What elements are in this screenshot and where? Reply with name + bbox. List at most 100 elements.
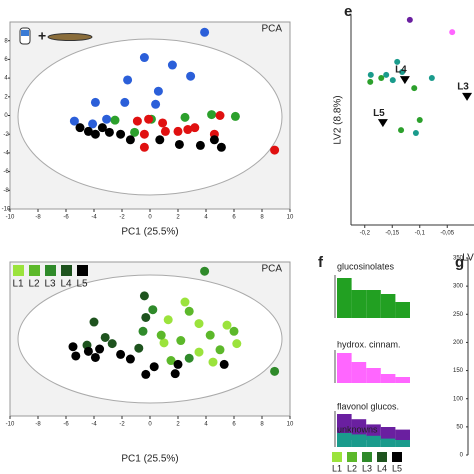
legend-label: L2 bbox=[347, 463, 357, 473]
point bbox=[110, 115, 120, 125]
point bbox=[125, 135, 135, 145]
point bbox=[104, 127, 114, 137]
bar bbox=[380, 427, 396, 440]
point bbox=[144, 114, 154, 124]
panel-label: f bbox=[318, 254, 324, 271]
panel-label: g bbox=[455, 254, 464, 271]
bar bbox=[366, 368, 381, 383]
bar bbox=[337, 353, 352, 383]
point bbox=[205, 330, 215, 340]
point bbox=[383, 71, 390, 78]
x-tick-label: -10 bbox=[6, 422, 15, 428]
legend-swatch bbox=[392, 452, 402, 462]
point bbox=[367, 71, 374, 78]
point bbox=[207, 110, 217, 120]
marker bbox=[462, 92, 473, 101]
point bbox=[230, 111, 240, 121]
point bbox=[270, 145, 280, 155]
y-axis-title: LV2 (8.8%) bbox=[333, 95, 344, 144]
y-tick-label: 200 bbox=[453, 340, 464, 346]
bar bbox=[337, 278, 352, 318]
point bbox=[411, 85, 418, 92]
x-tick-label: -8 bbox=[35, 422, 41, 428]
x-tick-label: 2 bbox=[176, 422, 180, 428]
legend-label: L2 bbox=[28, 279, 40, 290]
point bbox=[90, 352, 100, 362]
x-axis-title: PC1 (25.5%) bbox=[121, 227, 178, 238]
point bbox=[155, 135, 165, 145]
legend-label: L5 bbox=[76, 279, 88, 290]
marker-label: L3 bbox=[457, 82, 469, 93]
point bbox=[71, 351, 81, 361]
point bbox=[68, 342, 78, 352]
bar bbox=[366, 435, 381, 447]
point bbox=[378, 75, 385, 81]
point bbox=[139, 129, 149, 139]
point bbox=[183, 125, 193, 135]
point bbox=[195, 140, 205, 150]
point bbox=[158, 118, 168, 128]
point bbox=[186, 71, 196, 81]
x-tick-label: -4 bbox=[91, 422, 97, 428]
point bbox=[120, 97, 130, 107]
y-tick-label: -2 bbox=[3, 132, 9, 138]
point bbox=[173, 359, 183, 369]
point bbox=[141, 369, 151, 379]
point bbox=[398, 127, 405, 134]
point bbox=[148, 305, 158, 315]
x-tick-label: -2 bbox=[119, 215, 125, 221]
point bbox=[194, 319, 204, 329]
point bbox=[449, 29, 456, 36]
svg-text:+: + bbox=[38, 28, 46, 44]
x-axis-title: PC1 (25.5%) bbox=[121, 454, 178, 465]
point bbox=[180, 112, 190, 122]
bar bbox=[380, 294, 396, 318]
point bbox=[367, 78, 374, 85]
legend-swatch bbox=[77, 265, 88, 276]
legend-swatch bbox=[29, 265, 40, 276]
x-tick-label: 8 bbox=[260, 215, 264, 221]
icon: + bbox=[19, 27, 93, 45]
point bbox=[406, 16, 413, 23]
point bbox=[116, 129, 126, 139]
annotation: PCA bbox=[261, 264, 282, 275]
y-tick-label: -8 bbox=[3, 188, 9, 194]
y-tick-label: 8 bbox=[4, 38, 8, 44]
point bbox=[141, 312, 151, 322]
legend-swatch bbox=[377, 452, 387, 462]
x-tick-label: -6 bbox=[63, 422, 69, 428]
confidence-ellipse bbox=[17, 274, 283, 404]
point bbox=[412, 129, 419, 136]
group-label: glucosinolates bbox=[337, 261, 395, 271]
point bbox=[83, 126, 93, 136]
bar bbox=[351, 290, 367, 318]
point bbox=[394, 58, 401, 65]
point bbox=[389, 77, 396, 84]
legend-swatch bbox=[45, 265, 56, 276]
point bbox=[166, 356, 176, 366]
x-tick-label: -8 bbox=[35, 215, 41, 221]
bar bbox=[395, 440, 410, 447]
point bbox=[69, 116, 79, 126]
x-tick-label: 0 bbox=[148, 422, 152, 428]
bar bbox=[351, 362, 367, 383]
point bbox=[219, 359, 229, 369]
point bbox=[215, 345, 225, 355]
x-tick-label: -6 bbox=[63, 215, 69, 221]
point bbox=[215, 111, 225, 120]
point bbox=[149, 362, 159, 372]
group-label: unknowns bbox=[337, 424, 378, 434]
legend-swatch bbox=[13, 265, 24, 276]
point bbox=[134, 343, 144, 353]
x-tick-label: 0 bbox=[148, 215, 152, 221]
point bbox=[209, 135, 219, 145]
x-tick-label: -2 bbox=[119, 422, 125, 428]
legend-label: L1 bbox=[12, 279, 24, 290]
x-tick-label: 4 bbox=[204, 422, 208, 428]
x-tick-label: -4 bbox=[91, 215, 97, 221]
group-label: hydrox. cinnam. bbox=[337, 339, 401, 349]
point bbox=[190, 123, 200, 133]
bar bbox=[395, 302, 410, 318]
point bbox=[222, 320, 232, 330]
point bbox=[167, 60, 177, 70]
